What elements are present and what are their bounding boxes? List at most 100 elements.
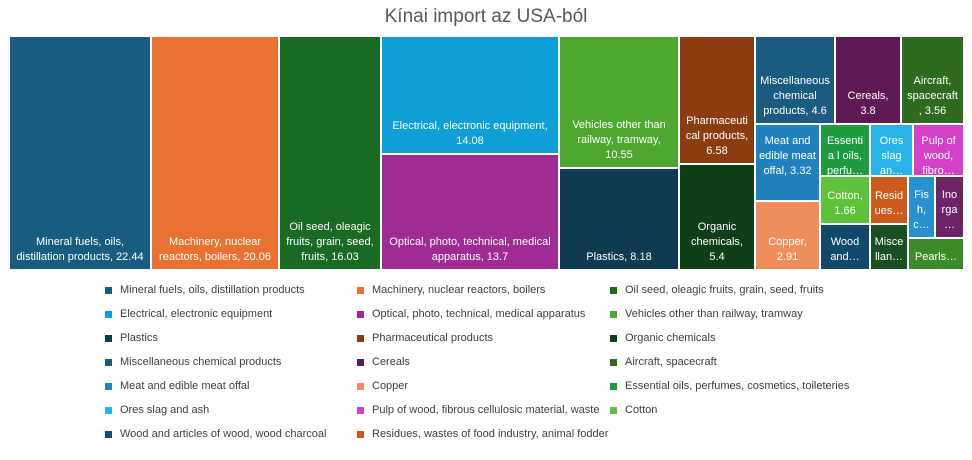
- treemap-cell-label: Misce llan…: [874, 236, 904, 263]
- legend-swatch: [357, 406, 364, 414]
- legend-item: Aircraft, spacecraft: [610, 356, 717, 368]
- treemap-cell-label: Machinery, nuclear reactors, boilers, 20…: [159, 236, 271, 263]
- treemap-cell-label: Mineral fuels, oils, distillation produc…: [16, 236, 144, 263]
- legend-label: Cereals: [372, 356, 410, 368]
- legend-item: Organic chemicals: [610, 332, 715, 344]
- legend-swatch: [105, 334, 112, 342]
- treemap-cell-label: Fis h, c…: [913, 189, 930, 231]
- legend-label: Pharmaceutical products: [372, 332, 494, 344]
- legend-item: Cotton: [610, 404, 657, 416]
- treemap-cell-label: Vehicles other than railway, tramway, 10…: [572, 119, 666, 161]
- treemap-cell-label: Plastics, 8.18: [586, 251, 652, 263]
- legend-swatch: [105, 430, 112, 438]
- legend-swatch: [357, 430, 364, 438]
- legend-item: Copper: [357, 380, 408, 392]
- legend-item: Vehicles other than railway, tramway: [610, 308, 803, 320]
- legend-swatch: [357, 382, 364, 390]
- treemap-cell-label: Essentia l oils, perfu…: [826, 135, 864, 176]
- treemap-cell-meat-and-edible-meat-offal: Meat and edible meat offal, 3.32: [755, 124, 820, 201]
- treemap-cell-vehicles-other-than-railway-tramway: Vehicles other than railway, tramway, 10…: [559, 36, 679, 168]
- treemap-cell-label: Organic chemicals, 5.4: [691, 221, 743, 263]
- legend-label: Essential oils, perfumes, cosmetics, toi…: [625, 380, 850, 392]
- treemap-cell-label: Copper, 2.91: [768, 236, 807, 263]
- legend-swatch: [357, 334, 364, 342]
- legend-item: Oil seed, oleagic fruits, grain, seed, f…: [610, 284, 824, 296]
- treemap-cell-copper: Copper, 2.91: [755, 201, 820, 270]
- legend-swatch: [105, 358, 112, 366]
- treemap-cell-oil-seed-oleagic-fruits-grain-seed-fruits: Oil seed, oleagic fruits, grain, seed, f…: [279, 36, 381, 270]
- legend-swatch: [610, 334, 617, 342]
- treemap-cell-label: Cotton, 1.66: [827, 190, 863, 217]
- legend-label: Meat and edible meat offal: [120, 380, 250, 392]
- legend-label: Aircraft, spacecraft: [625, 356, 717, 368]
- treemap-cell-electrical-electronic-equipment: Electrical, electronic equipment, 14.08: [381, 36, 559, 154]
- legend-label: Plastics: [120, 332, 158, 344]
- legend-swatch: [610, 358, 617, 366]
- legend-swatch: [105, 286, 112, 294]
- legend-item: Miscellaneous chemical products: [105, 356, 281, 368]
- legend-swatch: [357, 286, 364, 294]
- legend-item: Cereals: [357, 356, 410, 368]
- treemap-cell-mineral-fuels-oils-distillation-products: Mineral fuels, oils, distillation produc…: [9, 36, 151, 270]
- treemap-cell-label: Pulp of wood, fibro…: [921, 135, 956, 176]
- treemap-cell-pharmaceutical-products: Pharmaceuti cal products, 6.58: [679, 36, 755, 164]
- legend-item: Plastics: [105, 332, 158, 344]
- legend-swatch: [105, 310, 112, 318]
- legend-label: Ores slag and ash: [120, 404, 210, 416]
- legend-item: Essential oils, perfumes, cosmetics, toi…: [610, 380, 849, 392]
- legend-item: Electrical, electronic equipment: [105, 308, 272, 320]
- treemap-cell-label: Miscellaneous chemical products, 4.6: [760, 75, 830, 117]
- treemap-cell-label: Resid ues…: [874, 190, 904, 217]
- legend-label: Residues, wastes of food industry, anima…: [372, 428, 609, 440]
- legend-item: Mineral fuels, oils, distillation produc…: [105, 284, 305, 296]
- legend-swatch: [357, 358, 364, 366]
- legend-label: Optical, photo, technical, medical appar…: [372, 308, 586, 320]
- legend-swatch: [357, 310, 364, 318]
- treemap-cell-label: Oil seed, oleagic fruits, grain, seed, f…: [286, 221, 374, 263]
- legend-item: Optical, photo, technical, medical appar…: [357, 308, 585, 320]
- legend-swatch: [610, 310, 617, 318]
- treemap-cell-label: Pharmaceuti cal products, 6.58: [685, 115, 749, 157]
- legend-item: Machinery, nuclear reactors, boilers: [357, 284, 545, 296]
- treemap-cell-label: Cereals, 3.8: [847, 90, 889, 117]
- treemap-cell-label: Meat and edible meat offal, 3.32: [759, 135, 816, 177]
- legend-label: Organic chemicals: [625, 332, 716, 344]
- legend-swatch: [105, 406, 112, 414]
- treemap-cell-ores-slag-and-ash: Ores slag an…: [870, 124, 913, 176]
- legend-item: Ores slag and ash: [105, 404, 209, 416]
- legend-label: Wood and articles of wood, wood charcoal: [120, 428, 327, 440]
- treemap: Mineral fuels, oils, distillation produc…: [9, 36, 964, 270]
- treemap-cell-inorganic-chemicals: Ino rga…: [935, 176, 964, 238]
- treemap-cell-plastics: Plastics, 8.18: [559, 168, 679, 270]
- treemap-cell-organic-chemicals: Organic chemicals, 5.4: [679, 164, 755, 270]
- legend-label: Mineral fuels, oils, distillation produc…: [120, 284, 305, 296]
- legend-label: Oil seed, oleagic fruits, grain, seed, f…: [625, 284, 824, 296]
- legend-label: Vehicles other than railway, tramway: [625, 308, 803, 320]
- legend-label: Copper: [372, 380, 409, 392]
- treemap-cell-label: Ores slag an…: [879, 135, 904, 176]
- treemap-cell-label: Wood and…: [830, 236, 860, 263]
- legend-item: Pulp of wood, fibrous cellulosic materia…: [357, 404, 599, 416]
- treemap-cell-label: Pearls…: [914, 251, 958, 263]
- legend-swatch: [610, 406, 617, 414]
- legend-swatch: [610, 382, 617, 390]
- treemap-cell-machinery-nuclear-reactors-boilers: Machinery, nuclear reactors, boilers, 20…: [151, 36, 279, 270]
- legend-item: Meat and edible meat offal: [105, 380, 249, 392]
- treemap-cell-miscellaneous: Misce llan…: [870, 224, 908, 270]
- legend-item: Wood and articles of wood, wood charcoal: [105, 428, 326, 440]
- treemap-cell-optical-photo-technical-medical-apparatus: Optical, photo, technical, medical appar…: [381, 154, 559, 270]
- chart-title: Kínai import az USA-ból: [384, 6, 588, 27]
- treemap-cell-essential-oils-perfumes-cosmetics-toileteries: Essentia l oils, perfu…: [820, 124, 870, 176]
- legend-item: Residues, wastes of food industry, anima…: [357, 428, 608, 440]
- treemap-cell-fish: Fis h, c…: [908, 176, 935, 238]
- treemap-cell-cereals: Cereals, 3.8: [835, 36, 901, 124]
- treemap-cell-pulp-of-wood-fibrous-cellulosic-material-waste: Pulp of wood, fibro…: [913, 124, 964, 176]
- treemap-cell-label: Ino rga…: [941, 189, 958, 231]
- treemap-cell-label: Electrical, electronic equipment, 14.08: [392, 120, 548, 147]
- legend-swatch: [105, 382, 112, 390]
- treemap-cell-wood-and-articles-of-wood-wood-charcoal: Wood and…: [820, 224, 870, 270]
- treemap-cell-pearls: Pearls…: [908, 238, 964, 270]
- legend-label: Miscellaneous chemical products: [120, 356, 282, 368]
- treemap-cell-aircraft-spacecraft: Aircraft, spacecraft , 3.56: [901, 36, 964, 124]
- legend-label: Cotton: [625, 404, 658, 416]
